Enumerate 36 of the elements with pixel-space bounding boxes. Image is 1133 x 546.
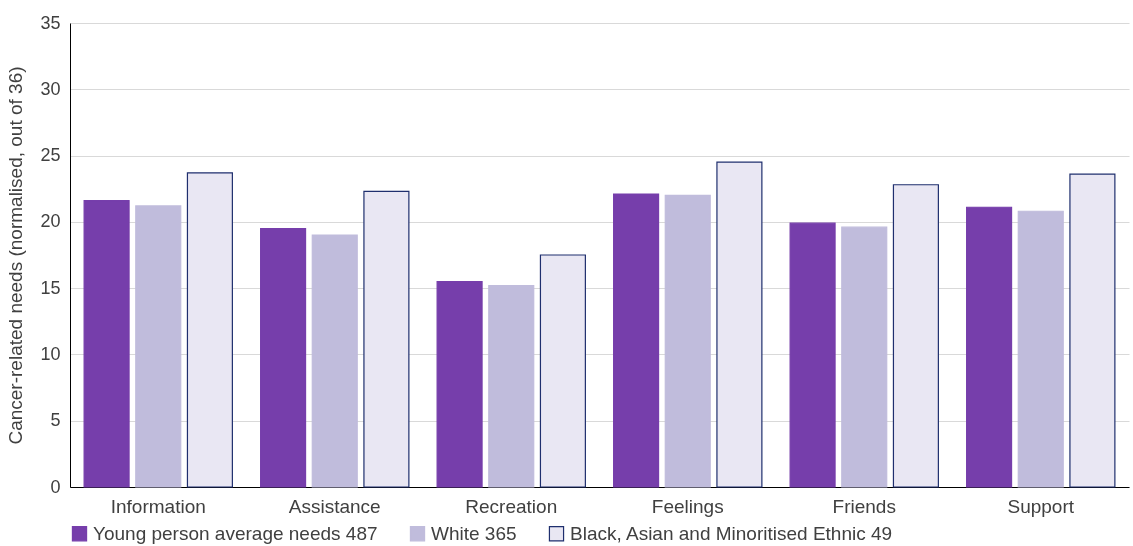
y-tick-label: 30	[40, 78, 61, 99]
x-tick-label: Feelings	[651, 495, 724, 517]
bar	[789, 222, 836, 488]
bar	[1017, 210, 1064, 488]
bar	[260, 227, 307, 488]
legend-label: Young person average needs 487	[93, 522, 378, 544]
bar	[613, 193, 660, 488]
y-tick-label: 25	[40, 145, 61, 166]
bar	[841, 226, 888, 488]
y-tick-label: 35	[40, 12, 61, 33]
bar	[539, 254, 586, 488]
legend-label: Black, Asian and Minoritised Ethnic 49	[570, 522, 893, 544]
bar	[664, 194, 711, 488]
x-tick-label: Assistance	[288, 495, 381, 517]
y-tick-label: 15	[40, 277, 61, 298]
bar	[311, 234, 358, 488]
x-tick-label: Friends	[832, 495, 896, 517]
x-tick-label: Information	[110, 495, 206, 517]
bar	[135, 205, 182, 488]
bar	[186, 172, 233, 488]
bar	[1069, 173, 1116, 488]
bar	[488, 284, 535, 488]
y-tick-label: 20	[40, 211, 61, 232]
y-tick-label: 5	[50, 410, 61, 431]
bar	[716, 161, 763, 488]
bar	[436, 280, 483, 488]
y-axis-title: Cancer-related needs (normalised, out of 36)	[5, 66, 27, 445]
y-tick-label: 0	[50, 476, 61, 497]
bar	[892, 184, 939, 488]
x-tick-label: Recreation	[465, 495, 558, 517]
legend-label: White 365	[431, 522, 517, 544]
y-tick-label: 10	[40, 343, 61, 364]
bar	[363, 190, 410, 488]
bar	[83, 200, 130, 488]
x-tick-label: Support	[1007, 495, 1075, 517]
bar	[966, 206, 1013, 488]
